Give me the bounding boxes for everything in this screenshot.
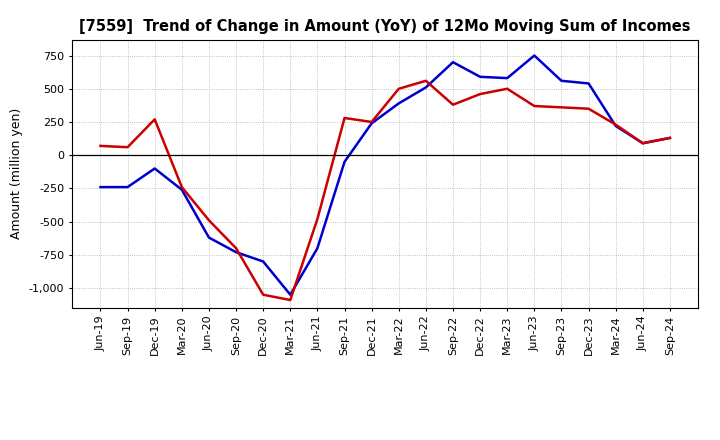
Ordinary Income	[367, 121, 376, 126]
Net Income	[150, 117, 159, 122]
Net Income	[204, 218, 213, 223]
Ordinary Income	[96, 184, 105, 190]
Net Income	[313, 216, 322, 222]
Net Income	[259, 292, 268, 297]
Ordinary Income	[503, 76, 511, 81]
Net Income	[123, 145, 132, 150]
Ordinary Income	[123, 184, 132, 190]
Ordinary Income	[584, 81, 593, 86]
Ordinary Income	[341, 159, 349, 165]
Net Income	[665, 135, 674, 140]
Ordinary Income	[530, 53, 539, 58]
Ordinary Income	[395, 101, 403, 106]
Ordinary Income	[421, 85, 430, 90]
Net Income	[232, 246, 240, 251]
Net Income	[639, 141, 647, 146]
Net Income	[557, 105, 566, 110]
Net Income	[286, 297, 294, 303]
Ordinary Income	[286, 292, 294, 297]
Ordinary Income	[259, 259, 268, 264]
Net Income	[96, 143, 105, 149]
Net Income	[503, 86, 511, 92]
Title: [7559]  Trend of Change in Amount (YoY) of 12Mo Moving Sum of Incomes: [7559] Trend of Change in Amount (YoY) o…	[79, 19, 691, 34]
Ordinary Income	[639, 141, 647, 146]
Net Income	[341, 115, 349, 121]
Net Income	[395, 86, 403, 92]
Net Income	[421, 78, 430, 84]
Ordinary Income	[178, 187, 186, 192]
Ordinary Income	[232, 249, 240, 255]
Ordinary Income	[476, 74, 485, 80]
Net Income	[178, 184, 186, 190]
Net Income	[476, 92, 485, 97]
Y-axis label: Amount (million yen): Amount (million yen)	[10, 108, 23, 239]
Ordinary Income	[150, 166, 159, 171]
Net Income	[449, 102, 457, 107]
Net Income	[530, 103, 539, 109]
Line: Ordinary Income: Ordinary Income	[101, 55, 670, 295]
Net Income	[611, 122, 620, 127]
Line: Net Income: Net Income	[101, 81, 670, 300]
Ordinary Income	[313, 246, 322, 251]
Net Income	[584, 106, 593, 111]
Ordinary Income	[204, 235, 213, 240]
Net Income	[367, 119, 376, 125]
Ordinary Income	[557, 78, 566, 84]
Ordinary Income	[665, 135, 674, 140]
Ordinary Income	[611, 123, 620, 128]
Ordinary Income	[449, 59, 457, 65]
